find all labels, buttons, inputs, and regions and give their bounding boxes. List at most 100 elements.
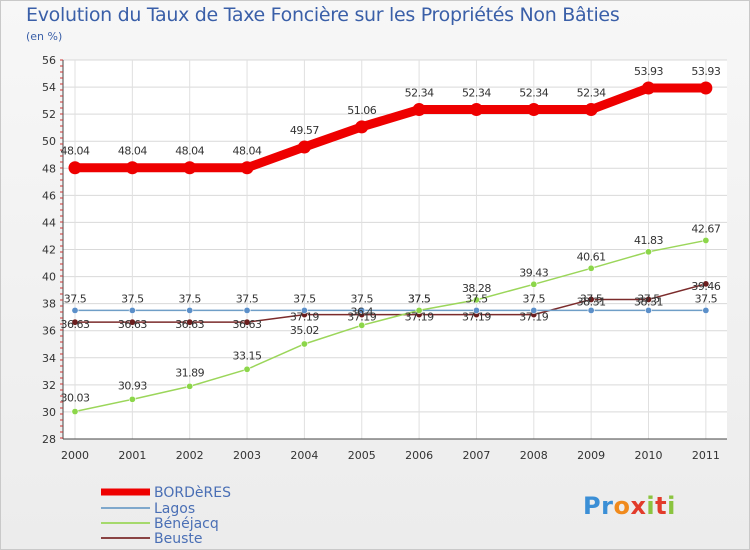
data-label: 30.03 (61, 392, 90, 405)
data-point (300, 306, 308, 314)
data-point (125, 161, 139, 175)
data-point (469, 103, 483, 117)
data-point (243, 365, 251, 373)
data-point (186, 318, 194, 326)
data-label: 49.57 (290, 124, 319, 137)
data-label: 39.46 (691, 280, 720, 293)
proxiti-logo: Proxiti (583, 492, 676, 520)
data-label: 31.89 (175, 366, 204, 379)
logo-part: i (667, 492, 676, 520)
data-label: 37.5 (637, 292, 660, 305)
data-label: 37.5 (351, 292, 374, 305)
y-tick-label: 30 (42, 406, 56, 419)
y-tick-label: 32 (42, 379, 56, 392)
data-label: 36.4 (351, 305, 374, 318)
data-label: 33.15 (233, 349, 262, 362)
data-label: 38.31 (577, 295, 606, 308)
y-tick-label: 56 (42, 54, 56, 67)
data-point (300, 340, 308, 348)
data-point (530, 306, 538, 314)
data-label: 37.19 (347, 311, 376, 324)
data-label: 30.93 (118, 379, 147, 392)
data-point (71, 306, 79, 314)
data-label: 42.67 (691, 222, 720, 235)
x-tick-label: 2001 (118, 449, 146, 462)
grid (63, 59, 727, 440)
data-label: 51.06 (347, 104, 376, 117)
legend-label: BORDèRES (154, 485, 231, 501)
x-tick-label: 2004 (290, 449, 318, 462)
x-tick-label: 2002 (176, 449, 204, 462)
y-tick-label: 40 (42, 271, 56, 284)
y-tick-label: 36 (42, 325, 56, 338)
data-label: 48.04 (61, 145, 90, 158)
series-line (75, 283, 707, 323)
data-label: 52.34 (519, 87, 548, 100)
y-tick-label: 42 (42, 244, 56, 257)
data-point (584, 103, 598, 117)
data-label: 37.19 (462, 311, 491, 324)
data-label: 37.5 (121, 292, 144, 305)
data-point (702, 306, 710, 314)
x-tick-label: 2010 (635, 449, 663, 462)
data-point (186, 306, 194, 314)
y-tick-label: 54 (42, 81, 56, 94)
data-point (530, 280, 538, 288)
data-label: 37.5 (64, 292, 87, 305)
x-tick-label: 2003 (233, 449, 261, 462)
data-label: 37.5 (408, 292, 431, 305)
data-point (183, 161, 197, 175)
data-label: 36.63 (175, 318, 204, 331)
data-label: 52.34 (462, 87, 491, 100)
data-label: 37.5 (178, 292, 201, 305)
data-label: 52.34 (405, 87, 434, 100)
data-point (642, 81, 655, 95)
data-label: 53.93 (634, 65, 663, 78)
series-line (74, 239, 706, 413)
data-point (355, 120, 369, 134)
x-tick-label: 2000 (61, 449, 89, 462)
data-point (472, 306, 480, 314)
series-line (75, 83, 706, 173)
data-label: 53.93 (691, 65, 720, 78)
series (68, 81, 713, 416)
y-tick-label: 48 (42, 162, 56, 175)
y-tick-label: 38 (42, 298, 56, 311)
data-label: 36.63 (118, 318, 147, 331)
legend-label: Beuste (154, 531, 203, 547)
y-tick-label: 46 (42, 189, 56, 202)
logo-part: Pr (583, 492, 614, 520)
data-label: 52.34 (577, 87, 606, 100)
data-label: 40.61 (577, 250, 606, 263)
data-label: 36.63 (61, 318, 90, 331)
data-label: 36.63 (233, 318, 262, 331)
logo-part: x (630, 492, 647, 520)
data-label: 37.5 (580, 292, 603, 305)
data-point (472, 296, 480, 304)
data-point (128, 306, 136, 314)
data-point (243, 306, 251, 314)
data-point (68, 161, 82, 175)
data-point (186, 382, 194, 390)
y-tick-label: 52 (42, 108, 56, 121)
x-tick-label: 2006 (405, 449, 433, 462)
data-point (587, 306, 595, 314)
data-label: 48.04 (118, 145, 147, 158)
data-label: 38.28 (462, 282, 491, 295)
data-label: 37.19 (519, 311, 548, 324)
y-tick-label: 34 (42, 352, 56, 365)
data-point (702, 236, 710, 244)
data-point (240, 161, 254, 175)
data-label: 35.02 (290, 324, 319, 337)
data-point (644, 248, 652, 256)
data-label: 41.83 (634, 234, 663, 247)
data-label: 37.5 (695, 292, 718, 305)
logo-part: t (655, 492, 668, 520)
data-point (71, 318, 79, 326)
data-label: 37.5 (465, 292, 488, 305)
data-point (644, 295, 652, 303)
data-label: 37.5 (236, 292, 259, 305)
data-label: 37.19 (290, 311, 319, 324)
